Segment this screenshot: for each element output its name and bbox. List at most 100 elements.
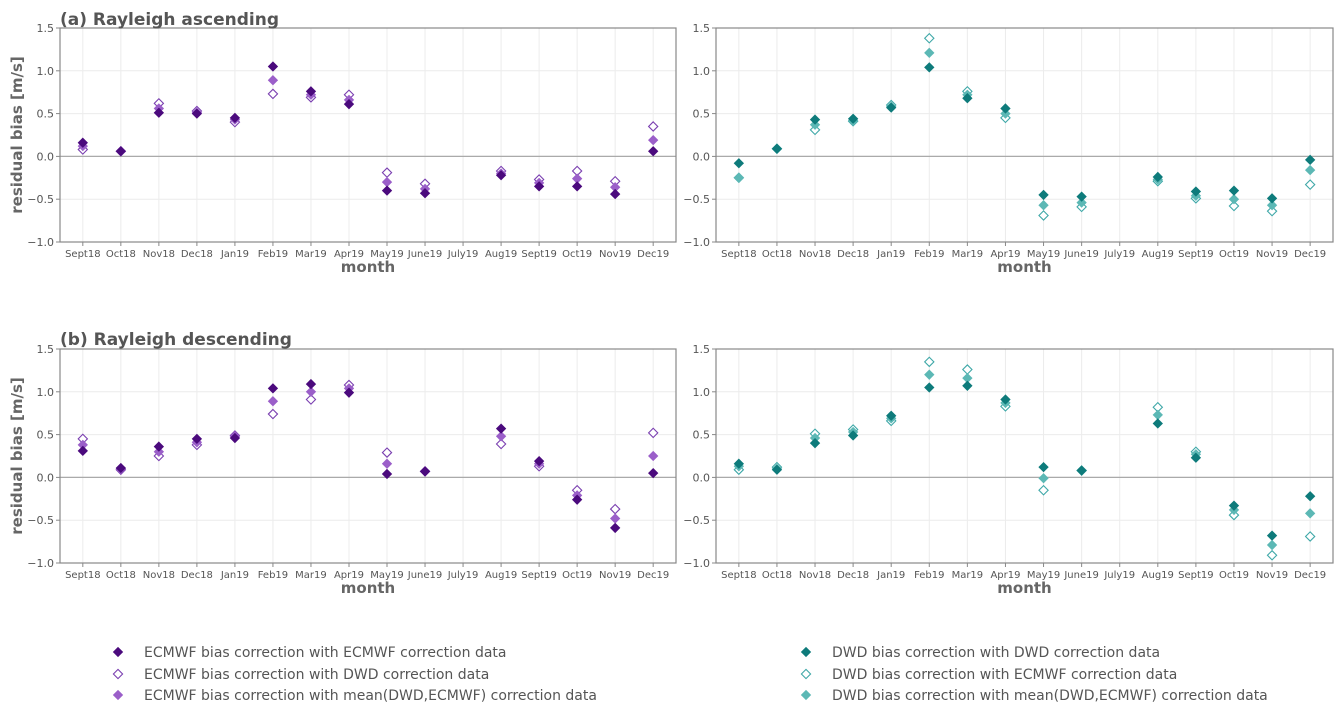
xtick-label: Sept19 — [521, 570, 557, 581]
data-point-ecmwf-dwd — [495, 438, 507, 450]
data-point-ecmwf-ecmwf — [267, 383, 279, 394]
data-point-ecmwf-mean — [648, 134, 659, 146]
xtick-label: Jan19 — [220, 570, 249, 581]
data-point-ecmwf-mean — [648, 450, 659, 462]
data-point-dwd-dwd — [1076, 191, 1087, 202]
data-point-ecmwf-ecmwf — [77, 137, 88, 148]
data-point-dwd-dwd — [924, 382, 935, 393]
xtick-label: May19 — [1027, 249, 1060, 260]
data-point-dwd-dwd — [1304, 491, 1316, 502]
ytick-label: 0.5 — [37, 108, 55, 121]
data-point-dwd-ecmwf — [1304, 531, 1316, 542]
plot-frame — [715, 348, 1334, 564]
ytick-label: 0.0 — [693, 150, 711, 163]
xtick-label: Sept18 — [721, 570, 757, 581]
xtick-label: Nov18 — [143, 249, 175, 260]
legend-item-ecmwf-ecmwf: ECMWF bias correction with ECMWF correct… — [112, 645, 506, 661]
xtick-label: Feb19 — [258, 570, 288, 581]
xtick-label: June19 — [407, 249, 443, 260]
ytick-label: 1.5 — [693, 343, 711, 356]
data-point-ecmwf-ecmwf — [343, 99, 355, 110]
ytick-label: 0.0 — [693, 471, 711, 484]
legend-marker-ecmwf-ecmwf — [112, 646, 124, 658]
data-point-dwd-dwd — [733, 458, 745, 469]
xtick-label: Mar19 — [952, 249, 984, 260]
data-point-dwd-mean — [1038, 200, 1049, 211]
data-point-dwd-mean — [1228, 194, 1240, 205]
data-point-dwd-dwd — [962, 380, 973, 391]
data-point-dwd-ecmwf — [1038, 484, 1049, 496]
data-point-dwd-dwd — [1266, 530, 1278, 541]
data-point-ecmwf-ecmwf — [495, 170, 507, 181]
ytick-label: −1.0 — [27, 557, 54, 570]
legend-label-dwd-ecmwf: DWD bias correction with ECMWF correctio… — [832, 667, 1177, 683]
data-point-ecmwf-dwd — [267, 88, 279, 100]
xtick-label: Jan19 — [876, 249, 905, 260]
xtick-label: Apr19 — [990, 570, 1020, 581]
xtick-label: Nov19 — [1256, 249, 1288, 260]
xtick-label: Nov19 — [1256, 570, 1288, 581]
xtick-label: Jan19 — [876, 570, 905, 581]
xtick-label: Feb19 — [914, 249, 944, 260]
legend-item-ecmwf-dwd: ECMWF bias correction with DWD correctio… — [112, 667, 489, 683]
panel-b-right: −1.0 −0.5 0.0 0.5 1.0 1.5 Sept18 Oct18 Nov18 Dec1… — [683, 343, 1334, 597]
x-axis-label: month — [341, 258, 395, 276]
xtick-label: Mar19 — [952, 570, 984, 581]
xtick-label: June19 — [1063, 249, 1099, 260]
data-point-ecmwf-ecmwf — [495, 423, 507, 434]
ytick-label: 0.0 — [37, 471, 55, 484]
data-point-ecmwf-ecmwf — [381, 185, 393, 196]
data-point-dwd-dwd — [733, 158, 745, 169]
xtick-label: Sept18 — [65, 570, 101, 581]
data-point-dwd-dwd — [1152, 171, 1163, 183]
ytick-label: 0.5 — [693, 108, 711, 121]
data-point-ecmwf-ecmwf — [153, 107, 165, 118]
panel-a-title: (a) Rayleigh ascending — [60, 10, 279, 30]
xtick-label: May19 — [1027, 570, 1060, 581]
xtick-label: May19 — [370, 249, 403, 260]
data-point-ecmwf-ecmwf — [648, 467, 659, 479]
data-point-dwd-ecmwf — [923, 356, 935, 368]
xtick-label: July19 — [447, 249, 479, 260]
data-point-ecmwf-mean — [609, 513, 621, 524]
xtick-label: Dec18 — [837, 570, 869, 581]
xtick-label: Apr19 — [990, 249, 1020, 260]
xtick-label: Sept19 — [1178, 570, 1214, 581]
legend-marker-dwd-ecmwf — [800, 668, 812, 680]
ytick-label: 1.0 — [37, 65, 55, 78]
data-point-dwd-dwd — [1228, 185, 1240, 196]
data-point-dwd-dwd — [1190, 186, 1202, 197]
data-point-dwd-ecmwf — [1228, 200, 1240, 212]
panel-b-left: −1.0 −0.5 0.0 0.5 1.0 1.5 Sept18 Oct18 Nov18 Dec1… — [8, 343, 677, 597]
xtick-label: Sept19 — [521, 249, 557, 260]
data-point-ecmwf-dwd — [647, 121, 659, 132]
data-point-dwd-dwd — [809, 437, 821, 449]
data-point-dwd-dwd — [886, 102, 897, 113]
data-point-ecmwf-dwd — [609, 503, 621, 515]
xtick-label: Aug19 — [485, 249, 517, 260]
ytick-label: −0.5 — [27, 193, 54, 206]
legend-item-ecmwf-mean: ECMWF bias correction with mean(DWD,ECMW… — [112, 688, 597, 702]
xtick-label: Jan19 — [220, 249, 249, 260]
data-point-ecmwf-ecmwf — [229, 432, 241, 444]
xtick-label: Aug19 — [485, 570, 517, 581]
data-point-ecmwf-ecmwf — [305, 378, 317, 390]
ytick-label: −1.0 — [683, 557, 710, 570]
data-point-dwd-mean — [733, 172, 745, 183]
data-point-ecmwf-ecmwf — [153, 441, 165, 452]
xtick-label: June19 — [407, 570, 443, 581]
data-point-ecmwf-mean — [381, 176, 393, 188]
data-point-dwd-mean — [1304, 508, 1316, 519]
data-point-ecmwf-ecmwf — [115, 462, 127, 474]
legend-label-dwd-dwd: DWD bias correction with DWD correction … — [832, 645, 1160, 661]
ytick-label: −0.5 — [683, 193, 710, 206]
xtick-label: Oct18 — [762, 570, 792, 581]
data-point-ecmwf-mean — [267, 396, 279, 407]
xtick-label: Oct19 — [562, 570, 592, 581]
data-point-ecmwf-ecmwf — [191, 108, 203, 119]
data-point-ecmwf-ecmwf — [533, 181, 545, 192]
ytick-label: −1.0 — [27, 236, 54, 249]
ytick-label: 0.5 — [37, 429, 55, 442]
panel-a-left: −1.0 −0.5 0.0 0.5 1.0 1.5 Sept18 Oct18 Nov18 Dec1… — [8, 22, 677, 276]
xtick-label: Nov18 — [799, 570, 831, 581]
